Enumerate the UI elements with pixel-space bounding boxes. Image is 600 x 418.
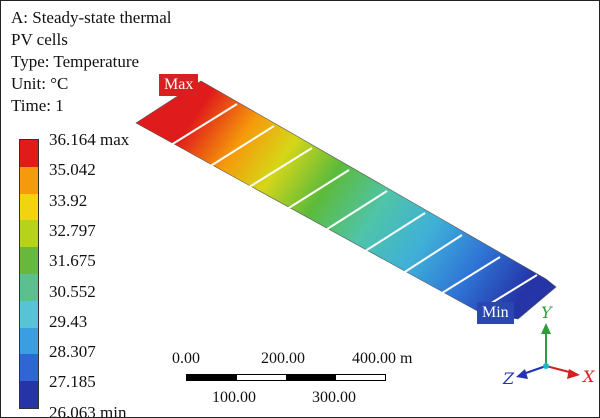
result-time: Time: 1 bbox=[11, 96, 64, 115]
legend-band-1 bbox=[20, 166, 38, 194]
legend-label-7: 28.307 bbox=[49, 342, 96, 362]
min-probe-label[interactable]: Min bbox=[477, 302, 514, 324]
object-name: PV cells bbox=[11, 30, 68, 49]
scale-label-200: 200.00 bbox=[261, 350, 305, 367]
legend-band-7 bbox=[20, 327, 38, 355]
max-probe-label[interactable]: Max bbox=[159, 74, 199, 96]
legend-label-6: 29.43 bbox=[49, 311, 88, 331]
scale-label-300: 300.00 bbox=[312, 389, 356, 406]
legend-band-2 bbox=[20, 193, 38, 221]
analysis-title: A: Steady-state thermal bbox=[11, 8, 172, 27]
legend-label-5: 30.552 bbox=[49, 281, 96, 301]
legend-label-8: 27.185 bbox=[49, 372, 96, 392]
axis-triad[interactable] bbox=[516, 323, 580, 379]
legend-label-2: 33.92 bbox=[49, 190, 88, 210]
legend-label-4: 31.675 bbox=[49, 251, 96, 271]
legend-band-3 bbox=[20, 220, 38, 248]
scale-label-100: 100.00 bbox=[212, 389, 256, 406]
legend-band-6 bbox=[20, 300, 38, 328]
result-unit: Unit: °C bbox=[11, 74, 69, 93]
result-type: Type: Temperature bbox=[11, 52, 140, 71]
z-axis-label: Z bbox=[503, 369, 515, 388]
legend-band-0 bbox=[20, 140, 38, 167]
scale-label-0: 0.00 bbox=[172, 350, 200, 367]
legend-label-3: 32.797 bbox=[49, 220, 96, 240]
color-legend bbox=[19, 139, 39, 409]
legend-label-1: 35.042 bbox=[49, 160, 96, 180]
x-axis-label: X bbox=[583, 367, 595, 386]
scale-label-400: 400.00 m bbox=[352, 350, 413, 367]
legend-band-9 bbox=[20, 381, 38, 408]
legend-label-0: 36.164 max bbox=[49, 130, 130, 149]
legend-label-9: 26.063 min bbox=[49, 402, 127, 418]
legend-band-5 bbox=[20, 273, 38, 301]
pv-panel-surface[interactable] bbox=[135, 80, 557, 320]
legend-band-4 bbox=[20, 247, 38, 274]
scale-bar bbox=[186, 374, 386, 381]
legend-band-8 bbox=[20, 354, 38, 382]
y-axis-label: Y bbox=[541, 303, 552, 322]
